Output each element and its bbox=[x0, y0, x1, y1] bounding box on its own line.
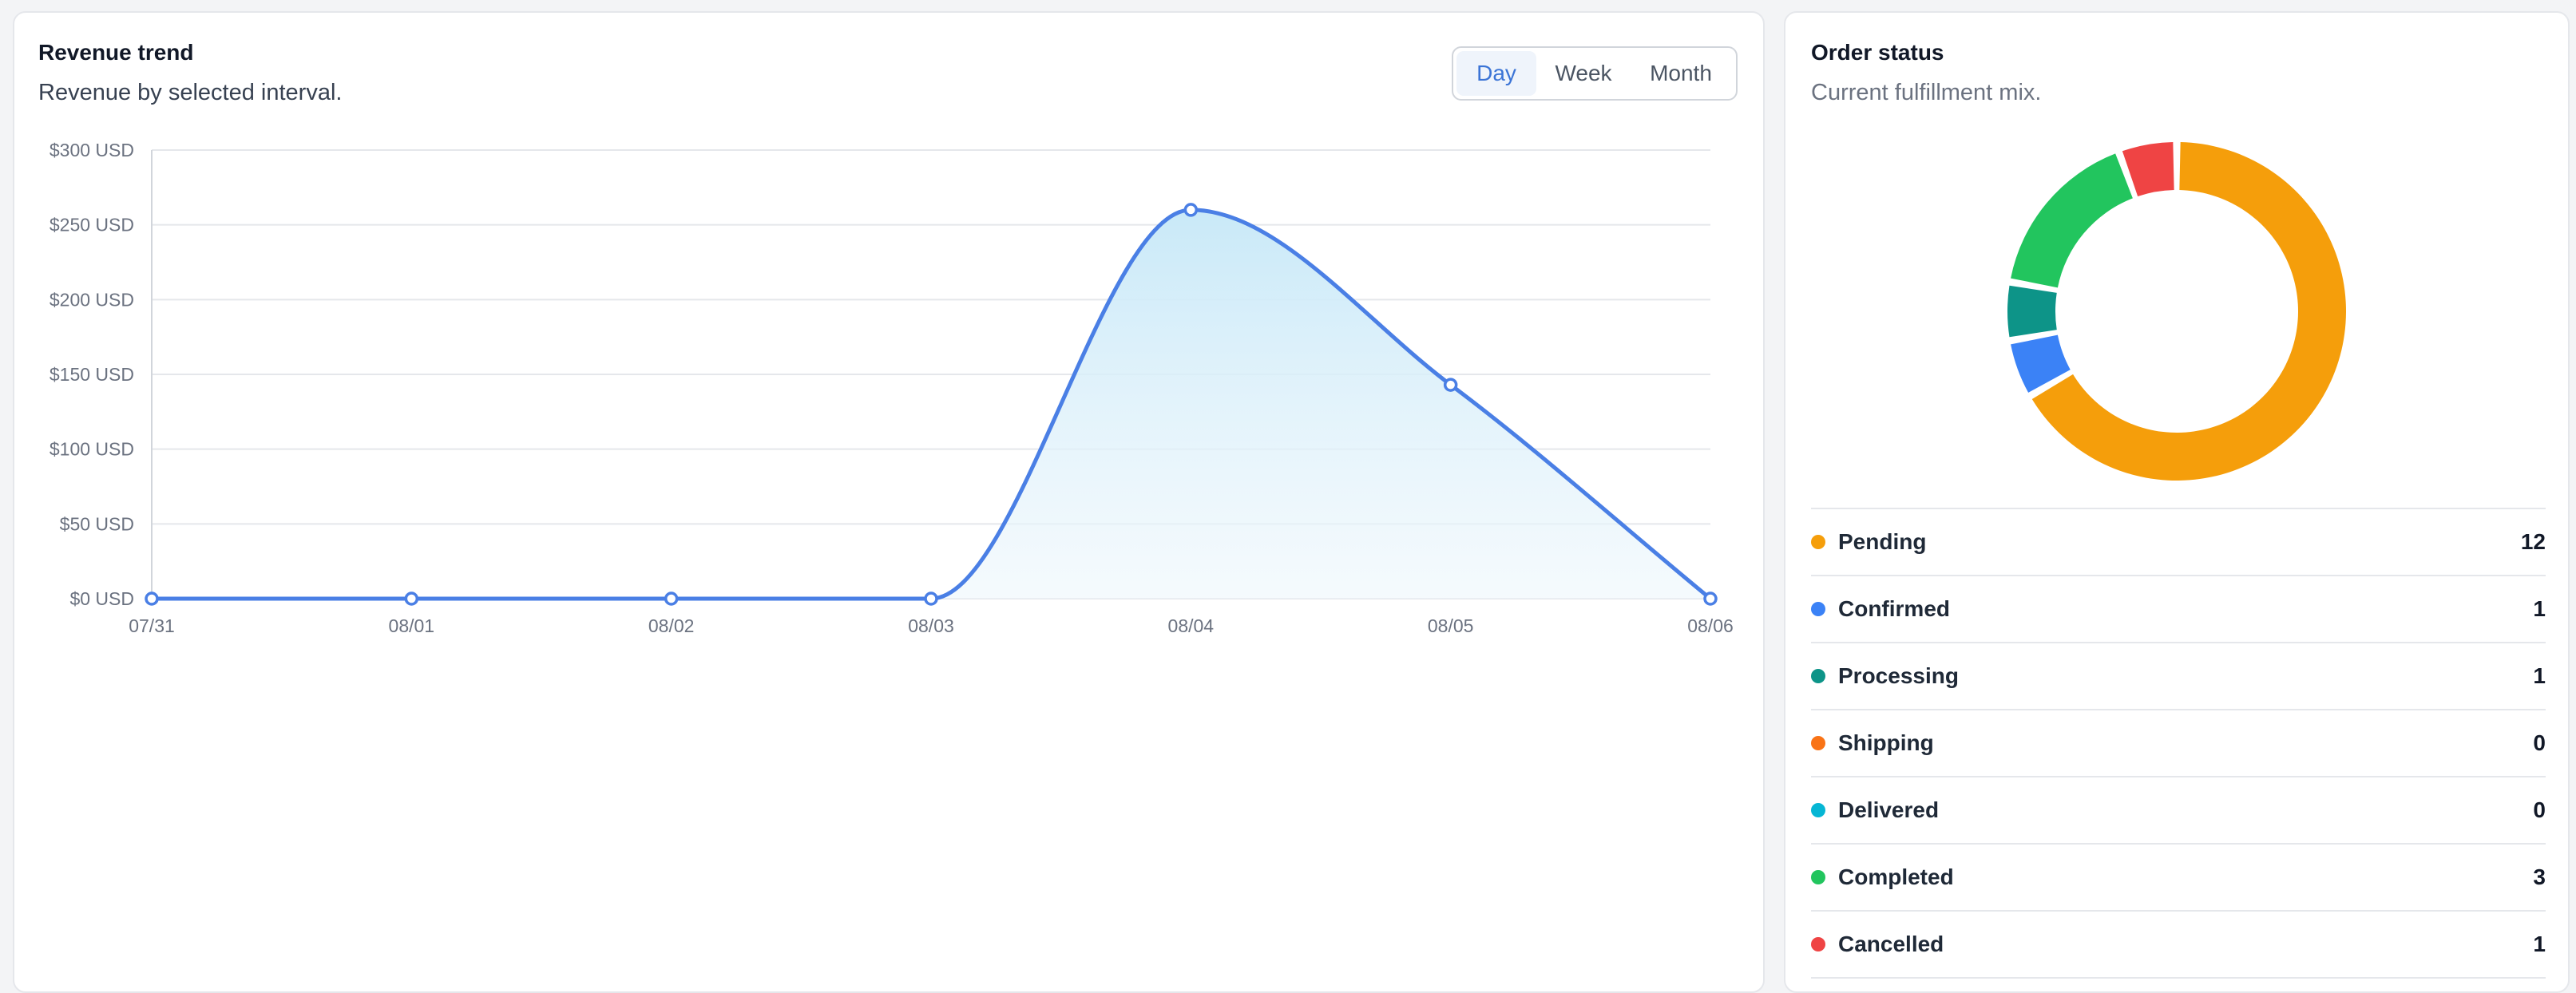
interval-toggle: Day Week Month bbox=[1452, 46, 1738, 101]
status-dot-icon bbox=[1811, 937, 1825, 951]
legend-label: Pending bbox=[1838, 529, 1927, 554]
legend-row-confirmed: Confirmed 1 bbox=[1811, 576, 2546, 643]
order-status-title: Order status bbox=[1811, 40, 1944, 65]
interval-week-button[interactable]: Week bbox=[1555, 61, 1612, 85]
x-tick-label: 08/02 bbox=[648, 615, 695, 636]
legend-count: 1 bbox=[2533, 932, 2546, 956]
legend-label: Delivered bbox=[1838, 797, 1940, 822]
revenue-point[interactable] bbox=[1183, 203, 1199, 217]
legend-label: Cancelled bbox=[1838, 932, 1944, 956]
revenue-trend-card: Revenue trend Revenue by selected interv… bbox=[13, 11, 1765, 993]
legend-row-completed: Completed 3 bbox=[1811, 845, 2546, 912]
revenue-chart: $0 USD $50 USD $100 USD $150 USD $200 USD $25… bbox=[50, 140, 1734, 636]
y-tick-label: $250 USD bbox=[50, 215, 134, 235]
donut-slice-processing[interactable] bbox=[2007, 285, 2057, 338]
status-dot-icon bbox=[1811, 870, 1825, 884]
legend-count: 1 bbox=[2533, 663, 2546, 688]
legend-label: Shipping bbox=[1838, 730, 1934, 755]
revenue-point[interactable] bbox=[664, 591, 679, 606]
y-tick-label: $0 USD bbox=[69, 588, 134, 609]
status-dot-icon bbox=[1811, 736, 1825, 750]
legend-count: 0 bbox=[2533, 797, 2546, 822]
donut-slice-pending[interactable] bbox=[2031, 142, 2346, 481]
y-tick-label: $300 USD bbox=[50, 140, 134, 160]
legend-row-delivered: Delivered 0 bbox=[1811, 777, 2546, 845]
order-status-subtitle: Current fulfillment mix. bbox=[1811, 80, 2042, 105]
legend-label: Processing bbox=[1838, 663, 1959, 688]
status-dot-icon bbox=[1811, 803, 1825, 817]
status-dot-icon bbox=[1811, 602, 1825, 616]
revenue-point[interactable] bbox=[924, 591, 938, 606]
donut-slice-cancelled[interactable] bbox=[2122, 142, 2174, 197]
order-status-donut bbox=[2007, 142, 2346, 481]
legend-label: Completed bbox=[1838, 864, 1954, 889]
legend-count: 12 bbox=[2520, 529, 2546, 554]
legend-count: 3 bbox=[2533, 864, 2546, 889]
donut-slice-completed[interactable] bbox=[2011, 153, 2133, 288]
status-dot-icon bbox=[1811, 535, 1825, 549]
y-tick-label: $100 USD bbox=[50, 439, 134, 460]
y-tick-label: $200 USD bbox=[50, 289, 134, 310]
legend-row-pending: Pending 12 bbox=[1811, 509, 2546, 576]
y-tick-label: $50 USD bbox=[60, 513, 134, 534]
revenue-point[interactable] bbox=[1443, 378, 1458, 392]
x-tick-label: 08/01 bbox=[389, 615, 435, 636]
donut-slice-confirmed[interactable] bbox=[2011, 334, 2071, 393]
legend-row-processing: Processing 1 bbox=[1811, 643, 2546, 710]
x-tick-label: 08/03 bbox=[908, 615, 954, 636]
legend-count: 0 bbox=[2533, 730, 2546, 755]
revenue-trend-title: Revenue trend bbox=[38, 40, 194, 65]
interval-month-button[interactable]: Month bbox=[1650, 61, 1712, 85]
x-tick-label: 08/04 bbox=[1168, 615, 1215, 636]
revenue-point[interactable] bbox=[404, 591, 419, 606]
x-tick-label: 08/06 bbox=[1687, 615, 1734, 636]
revenue-area-fill bbox=[152, 209, 1710, 599]
revenue-trend-subtitle: Revenue by selected interval. bbox=[38, 80, 343, 105]
y-tick-label: $150 USD bbox=[50, 364, 134, 385]
x-tick-label: 08/05 bbox=[1428, 615, 1474, 636]
revenue-point[interactable] bbox=[145, 591, 159, 606]
legend-row-cancelled: Cancelled 1 bbox=[1811, 912, 2546, 979]
legend-label: Confirmed bbox=[1838, 596, 1950, 621]
revenue-point[interactable] bbox=[1703, 591, 1718, 606]
order-status-legend: Pending 12 Confirmed 1 Processing 1 Shipping 0 D… bbox=[1811, 508, 2546, 979]
legend-row-shipping: Shipping 0 bbox=[1811, 710, 2546, 777]
interval-day-button[interactable]: Day bbox=[1456, 51, 1536, 96]
order-status-card: Order status Current fulfillment mix. Pe… bbox=[1784, 11, 2570, 993]
status-dot-icon bbox=[1811, 669, 1825, 683]
x-tick-label: 07/31 bbox=[129, 615, 175, 636]
legend-count: 1 bbox=[2533, 596, 2546, 621]
